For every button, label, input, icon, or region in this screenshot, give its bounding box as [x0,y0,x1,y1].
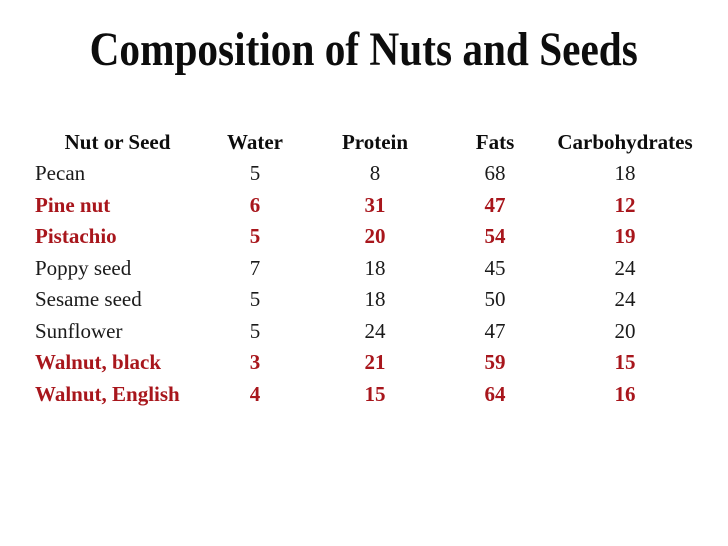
cell-carbohydrates: 24 [614,287,636,312]
table-header-row: Nut or Seed Water Protein Fats Carbohydr… [35,127,700,158]
cell-protein: 21 [364,350,386,375]
cell-water: 5 [249,224,261,249]
column-header-fats: Fats [475,130,515,154]
cell-fats: 54 [484,224,506,249]
cell-protein: 8 [369,161,381,186]
cell-nut-name: Walnut, English [35,381,180,406]
cell-nut-name: Walnut, black [35,350,162,375]
cell-fats: 64 [484,381,506,406]
table-row: Pistachio 5 20 54 19 [35,221,700,253]
cell-carbohydrates: 19 [614,224,636,249]
cell-carbohydrates: 12 [614,192,636,217]
cell-protein: 18 [364,255,386,280]
cell-carbohydrates: 20 [614,318,636,343]
cell-nut-name: Sunflower [35,318,123,343]
cell-carbohydrates: 24 [614,255,636,280]
table-row: Sunflower 5 24 47 20 [35,316,700,348]
cell-water: 4 [249,381,261,406]
cell-carbohydrates: 16 [614,381,636,406]
column-header-water: Water [227,130,283,154]
table-row: Walnut, English 4 15 64 16 [35,379,700,411]
cell-protein: 24 [364,318,386,343]
cell-water: 5 [249,287,261,312]
column-header-protein: Protein [341,130,409,154]
table-row: Pecan 5 8 68 18 [35,158,700,190]
slide-title: Composition of Nuts and Seeds [89,23,639,76]
column-header-nut-or-seed: Nut or Seed [64,130,171,154]
cell-water: 5 [249,161,261,186]
cell-water: 7 [249,255,261,280]
table-row: Sesame seed 5 18 50 24 [35,284,700,316]
cell-water: 6 [249,192,261,217]
cell-protein: 20 [364,224,386,249]
cell-nut-name: Pine nut [35,192,111,217]
column-header-carbohydrates: Carbohydrates [557,130,693,154]
cell-protein: 31 [364,192,386,217]
cell-nut-name: Poppy seed [35,255,132,280]
composition-table: Nut or Seed Water Protein Fats Carbohydr… [35,127,700,410]
cell-fats: 47 [484,192,506,217]
cell-fats: 47 [484,318,506,343]
cell-nut-name: Sesame seed [35,287,142,312]
cell-fats: 68 [484,161,506,186]
table-row: Poppy seed 7 18 45 24 [35,253,700,285]
slide-title-area: Composition of Nuts and Seeds [0,26,728,74]
table-row: Pine nut 6 31 47 12 [35,190,700,222]
cell-nut-name: Pecan [35,161,86,186]
cell-nut-name: Pistachio [35,224,117,249]
cell-water: 3 [249,350,261,375]
table-row: Walnut, black 3 21 59 15 [35,347,700,379]
cell-carbohydrates: 15 [614,350,636,375]
cell-protein: 15 [364,381,386,406]
cell-fats: 45 [484,255,506,280]
cell-fats: 59 [484,350,506,375]
cell-protein: 18 [364,287,386,312]
cell-carbohydrates: 18 [614,161,636,186]
cell-fats: 50 [484,287,506,312]
cell-water: 5 [249,318,261,343]
